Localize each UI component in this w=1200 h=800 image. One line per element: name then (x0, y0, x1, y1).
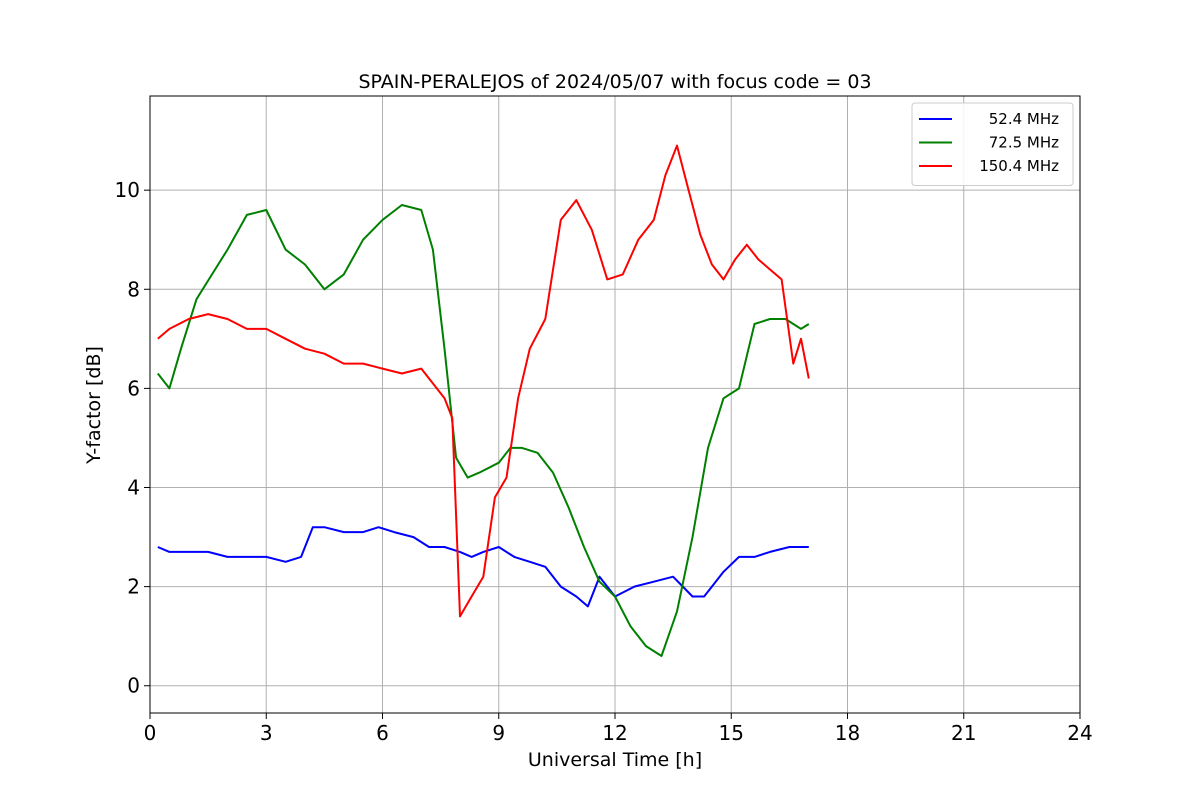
x-tick-label: 3 (260, 721, 273, 745)
series-layer (157, 144, 810, 657)
legend-box (911, 102, 1074, 186)
series-line-2 (157, 204, 810, 657)
legend: 52.4 MHz 72.5 MHz 150.4 MHz (911, 102, 1074, 186)
x-tick-label: 0 (144, 721, 157, 745)
legend-label: 150.4 MHz (979, 157, 1059, 175)
y-tick-label: 0 (127, 674, 140, 698)
y-tick-label: 8 (127, 277, 140, 301)
x-tick-label: 18 (835, 721, 860, 745)
x-tick-label: 24 (1067, 721, 1092, 745)
series-line-1 (157, 526, 809, 608)
legend-label: 52.4 MHz (989, 110, 1059, 128)
x-tick-label: 9 (492, 721, 505, 745)
y-tick-label: 2 (127, 575, 140, 599)
x-tick-label: 15 (719, 721, 744, 745)
y-axis: 0 2 4 6 8 10 (115, 178, 150, 698)
legend-label: 72.5 MHz (989, 134, 1059, 152)
x-axis: 0 3 6 9 12 15 18 21 24 (144, 713, 1093, 745)
x-tick-label: 21 (951, 721, 976, 745)
x-axis-label: Universal Time [h] (528, 749, 702, 771)
y-tick-label: 10 (115, 178, 140, 202)
chart-title: SPAIN-PERALEJOS of 2024/05/07 with focus… (358, 71, 871, 93)
y-tick-label: 4 (127, 476, 140, 500)
y-tick-label: 6 (127, 376, 140, 400)
y-axis-label: Y-factor [dB] (83, 346, 105, 465)
x-tick-label: 12 (602, 721, 627, 745)
x-tick-label: 6 (376, 721, 389, 745)
series-line-3 (157, 144, 810, 618)
